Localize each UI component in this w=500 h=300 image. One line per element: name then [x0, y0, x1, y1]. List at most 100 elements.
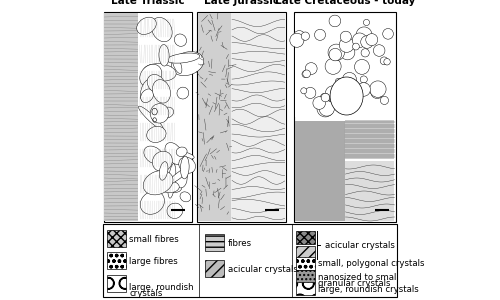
- Bar: [295, 121, 346, 221]
- Ellipse shape: [152, 80, 170, 103]
- Ellipse shape: [138, 106, 164, 130]
- Bar: [345, 120, 394, 159]
- Ellipse shape: [140, 79, 153, 102]
- Bar: [107, 230, 126, 247]
- Bar: [104, 13, 138, 221]
- Bar: [198, 13, 232, 221]
- Circle shape: [361, 49, 370, 57]
- Circle shape: [325, 86, 341, 102]
- Ellipse shape: [150, 103, 169, 123]
- Circle shape: [290, 33, 304, 47]
- Circle shape: [340, 45, 355, 60]
- Ellipse shape: [160, 107, 173, 118]
- Circle shape: [360, 76, 368, 83]
- Text: granular crystals: granular crystals: [318, 280, 391, 289]
- Ellipse shape: [140, 191, 164, 214]
- Circle shape: [302, 70, 309, 78]
- Ellipse shape: [180, 192, 191, 202]
- Bar: [345, 161, 394, 221]
- Circle shape: [304, 87, 316, 98]
- Ellipse shape: [166, 166, 192, 185]
- Circle shape: [303, 70, 310, 78]
- Bar: [107, 275, 126, 292]
- Ellipse shape: [165, 142, 184, 164]
- Circle shape: [352, 43, 360, 50]
- Circle shape: [356, 27, 372, 43]
- Circle shape: [328, 44, 344, 61]
- Circle shape: [329, 48, 342, 61]
- Bar: [295, 15, 395, 117]
- Circle shape: [335, 78, 342, 85]
- Text: large, roundish: large, roundish: [130, 283, 194, 292]
- Bar: [296, 270, 316, 283]
- Ellipse shape: [167, 150, 194, 160]
- Bar: [205, 234, 224, 251]
- Ellipse shape: [162, 181, 182, 193]
- Ellipse shape: [330, 77, 363, 115]
- Circle shape: [366, 34, 378, 46]
- Bar: [296, 257, 316, 270]
- Ellipse shape: [180, 156, 189, 179]
- Circle shape: [301, 88, 307, 94]
- Circle shape: [380, 57, 388, 65]
- Circle shape: [325, 58, 341, 74]
- Ellipse shape: [172, 163, 188, 188]
- Circle shape: [339, 38, 354, 52]
- Ellipse shape: [136, 17, 156, 34]
- Bar: [296, 282, 316, 295]
- Bar: [296, 231, 316, 244]
- Ellipse shape: [166, 53, 200, 63]
- Circle shape: [384, 58, 390, 65]
- Text: small fibres: small fibres: [130, 235, 179, 244]
- Text: large, roundish crystals: large, roundish crystals: [318, 284, 419, 293]
- Circle shape: [364, 20, 370, 26]
- Circle shape: [382, 28, 394, 39]
- Circle shape: [320, 93, 330, 103]
- Circle shape: [314, 29, 326, 40]
- Bar: [205, 260, 224, 277]
- Ellipse shape: [143, 64, 176, 81]
- Ellipse shape: [179, 157, 196, 173]
- Text: Late Cretaceous - today: Late Cretaceous - today: [275, 0, 416, 6]
- Bar: [138, 13, 192, 221]
- Circle shape: [363, 29, 370, 36]
- Ellipse shape: [146, 126, 166, 142]
- Circle shape: [380, 96, 388, 104]
- Ellipse shape: [140, 64, 162, 87]
- Circle shape: [319, 101, 334, 116]
- Ellipse shape: [174, 34, 186, 46]
- Circle shape: [374, 45, 385, 56]
- Circle shape: [321, 93, 330, 102]
- Ellipse shape: [177, 87, 188, 99]
- Ellipse shape: [176, 147, 187, 157]
- Circle shape: [352, 33, 367, 47]
- Ellipse shape: [140, 89, 153, 103]
- Circle shape: [293, 31, 306, 43]
- Circle shape: [354, 59, 370, 74]
- Text: Late Jurassic: Late Jurassic: [204, 0, 279, 6]
- Ellipse shape: [160, 162, 168, 180]
- Bar: [232, 13, 285, 221]
- Circle shape: [340, 80, 356, 97]
- Bar: [103, 224, 397, 297]
- Ellipse shape: [167, 203, 182, 218]
- Bar: [296, 246, 316, 259]
- Text: crystals: crystals: [130, 290, 163, 298]
- Circle shape: [336, 82, 348, 94]
- Circle shape: [360, 36, 374, 48]
- Text: nanosized to small: nanosized to small: [318, 272, 399, 281]
- Bar: [294, 12, 396, 222]
- Circle shape: [342, 72, 356, 86]
- Text: fibres: fibres: [228, 238, 252, 247]
- Ellipse shape: [172, 55, 182, 74]
- Bar: [107, 252, 126, 269]
- Ellipse shape: [152, 17, 172, 42]
- Text: small, polygonal crystals: small, polygonal crystals: [318, 259, 425, 268]
- Circle shape: [357, 83, 370, 96]
- Bar: [104, 12, 192, 222]
- Bar: [197, 12, 286, 222]
- Circle shape: [340, 31, 351, 42]
- Ellipse shape: [147, 74, 165, 93]
- Ellipse shape: [143, 171, 173, 195]
- Text: Late Triassic: Late Triassic: [111, 0, 185, 6]
